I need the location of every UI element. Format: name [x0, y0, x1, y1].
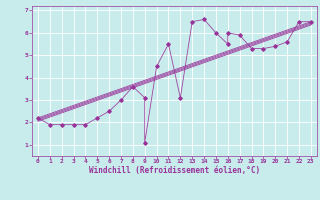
Point — [47, 123, 52, 126]
Point — [237, 34, 242, 37]
Point — [59, 123, 64, 126]
Point — [83, 123, 88, 126]
X-axis label: Windchill (Refroidissement éolien,°C): Windchill (Refroidissement éolien,°C) — [89, 166, 260, 175]
Point — [142, 141, 147, 144]
Point — [178, 96, 183, 99]
Point — [36, 116, 41, 120]
Point — [284, 40, 290, 43]
Point — [225, 31, 230, 34]
Point — [308, 20, 313, 23]
Point — [154, 65, 159, 68]
Point — [249, 47, 254, 50]
Point — [213, 31, 219, 34]
Point — [107, 110, 112, 113]
Point — [202, 18, 207, 21]
Point — [142, 96, 147, 99]
Point — [95, 116, 100, 120]
Point — [225, 42, 230, 46]
Point — [190, 20, 195, 23]
Point — [296, 20, 301, 23]
Point — [261, 47, 266, 50]
Point — [130, 85, 135, 88]
Point — [118, 98, 124, 102]
Point — [71, 123, 76, 126]
Point — [273, 45, 278, 48]
Point — [166, 42, 171, 46]
